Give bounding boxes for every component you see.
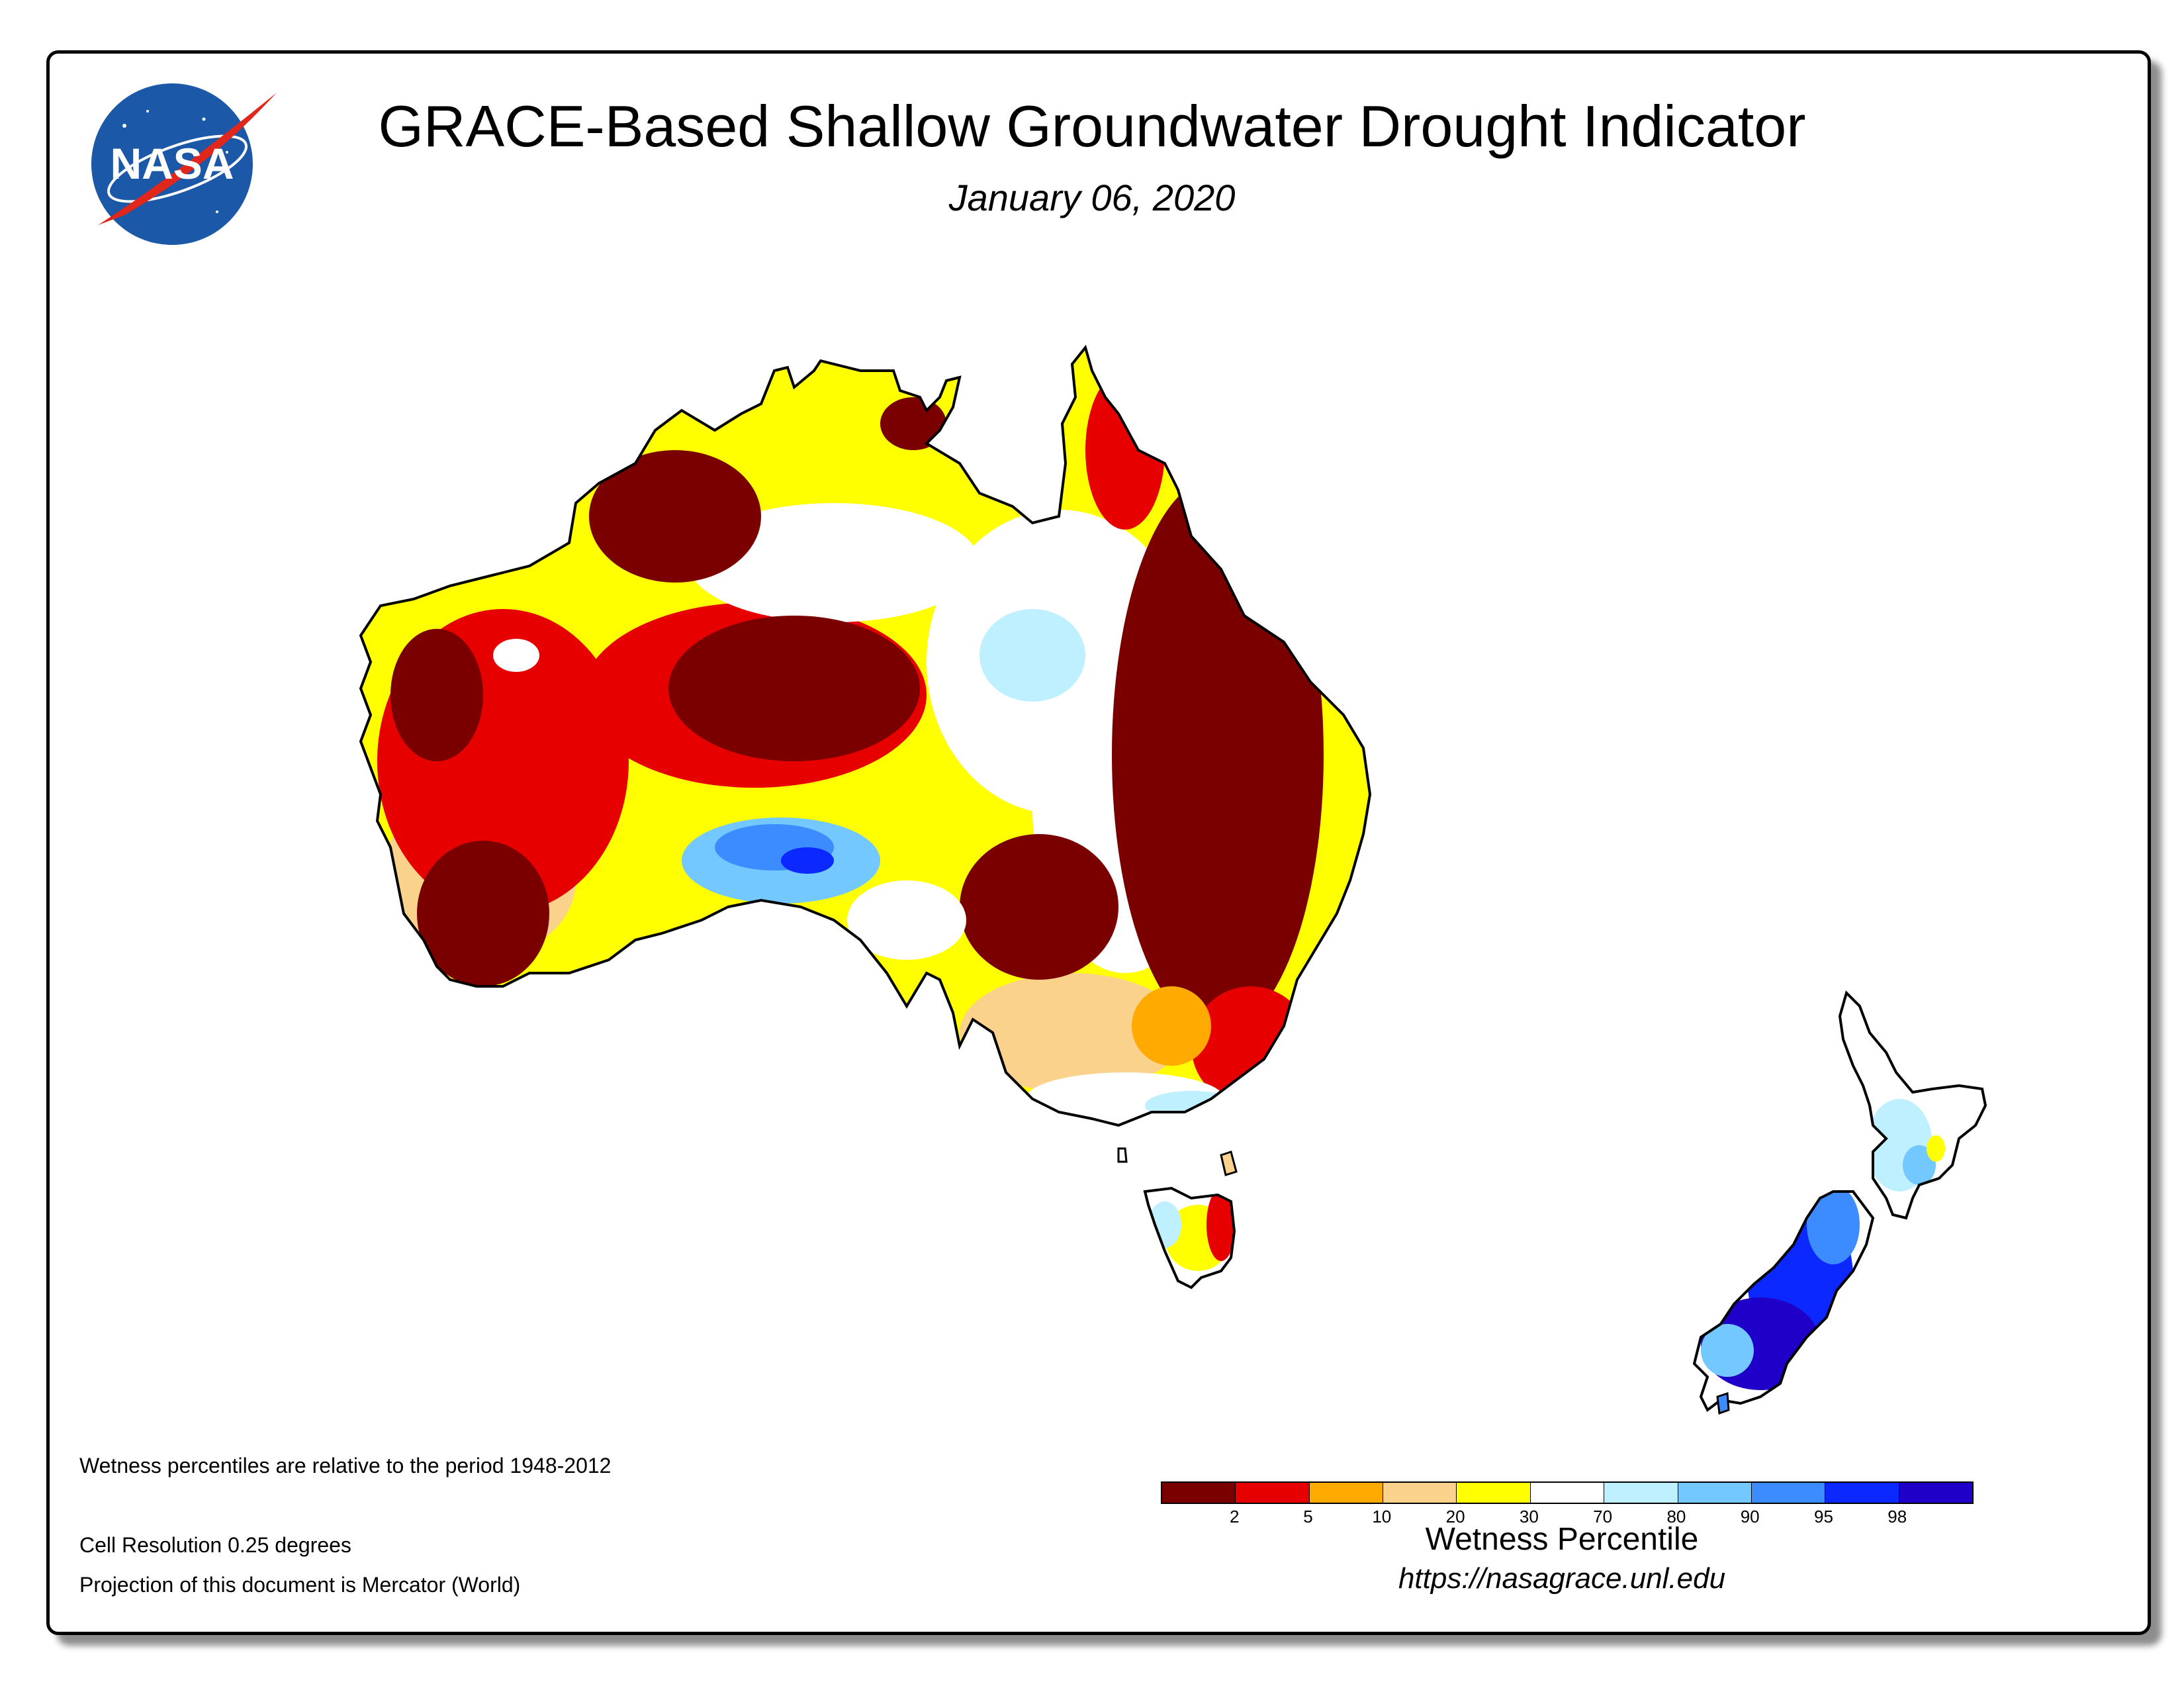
map-title: GRACE-Based Shallow Groundwater Drought … — [378, 93, 1806, 159]
legend-swatch — [1678, 1483, 1752, 1503]
nasa-logo: NASA — [91, 83, 277, 245]
legend-tick-label: 80 — [1666, 1507, 1686, 1526]
legend-swatch — [1604, 1483, 1678, 1503]
legend-tick-label: 5 — [1303, 1507, 1313, 1526]
legend-swatch — [1383, 1483, 1457, 1503]
legend-swatch — [1236, 1483, 1310, 1503]
legend-tick-label: 2 — [1230, 1507, 1240, 1526]
map-date: January 06, 2020 — [948, 177, 1236, 218]
legend-tick-label: 30 — [1519, 1507, 1539, 1526]
legend-swatch — [1899, 1483, 1972, 1503]
nasa-logo-text: NASA — [110, 139, 234, 188]
legend-swatch — [1309, 1483, 1384, 1503]
legend-tick-label: 98 — [1888, 1507, 1907, 1526]
projection-note: Projection of this document is Mercator … — [79, 1573, 521, 1597]
source-url: https://nasagrace.unl.edu — [1398, 1562, 1726, 1595]
legend-swatch — [1825, 1483, 1899, 1503]
percentile-period-note: Wetness percentiles are relative to the … — [79, 1454, 612, 1477]
nz-south-island-region — [1694, 1192, 1873, 1410]
australia-region — [361, 348, 1370, 1125]
legend-tick-label: 10 — [1372, 1507, 1392, 1526]
legend-swatch — [1162, 1483, 1236, 1503]
legend-title: Wetness Percentile — [1425, 1522, 1699, 1557]
legend-tick-label: 95 — [1813, 1507, 1833, 1526]
legend-tick-label: 20 — [1445, 1507, 1465, 1526]
legend-swatch — [1751, 1483, 1826, 1503]
legend-tick-label: 90 — [1740, 1507, 1760, 1526]
wetness-legend-bar — [1161, 1481, 1974, 1504]
cell-resolution-note: Cell Resolution 0.25 degrees — [79, 1533, 351, 1557]
legend-swatch — [1530, 1483, 1605, 1503]
legend-swatch — [1457, 1483, 1531, 1503]
legend-tick-label: 70 — [1593, 1507, 1613, 1526]
